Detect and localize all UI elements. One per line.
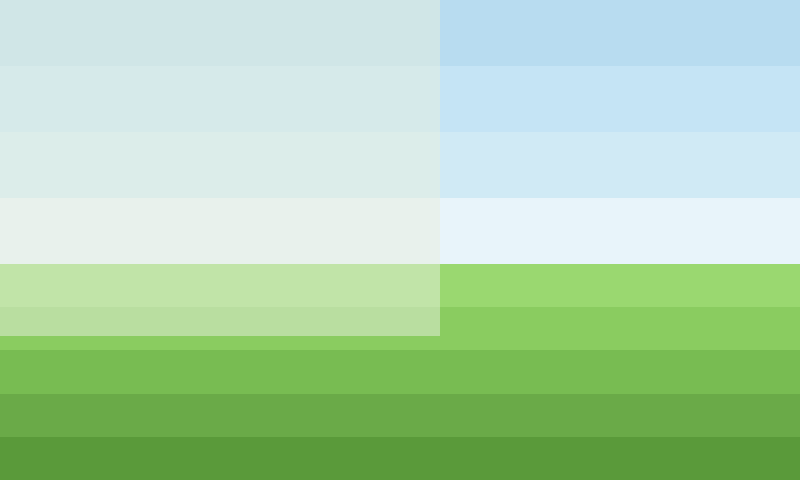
Bar [0,132,800,198]
Text: Istanbul: Istanbul [60,178,132,196]
Bar [0,307,800,350]
Text: of employees earn
2,440 TRY or less: of employees earn 2,440 TRY or less [401,259,551,293]
Text: of employees earn
2,760 TRY or less: of employees earn 2,760 TRY or less [398,179,554,220]
Text: .com: .com [274,17,326,36]
Text: explorer: explorer [194,17,286,36]
Text: of employees
earn less than
2,030: of employees earn less than 2,030 [422,312,530,365]
Bar [0,0,800,66]
Text: Farmer: Farmer [52,226,124,244]
Text: 100%: 100% [420,46,532,79]
Text: Salaries Distribution: Salaries Distribution [32,119,274,138]
Bar [0,0,440,336]
Bar [0,264,800,307]
Bar [0,437,800,480]
Ellipse shape [328,82,624,307]
Text: 50%: 50% [439,221,513,250]
Bar [0,66,800,132]
Ellipse shape [272,67,680,374]
Ellipse shape [376,92,576,244]
Text: Almost everyone earns
4,110 TRY or less: Almost everyone earns 4,110 TRY or less [372,83,580,124]
Bar [0,394,800,437]
Bar [0,350,800,394]
Text: salary: salary [138,17,206,36]
Text: * Average Monthly Salary: * Average Monthly Salary [32,273,191,286]
Text: 25%: 25% [443,284,509,312]
Ellipse shape [204,48,748,451]
Text: 75%: 75% [436,142,516,175]
Bar [0,198,800,264]
